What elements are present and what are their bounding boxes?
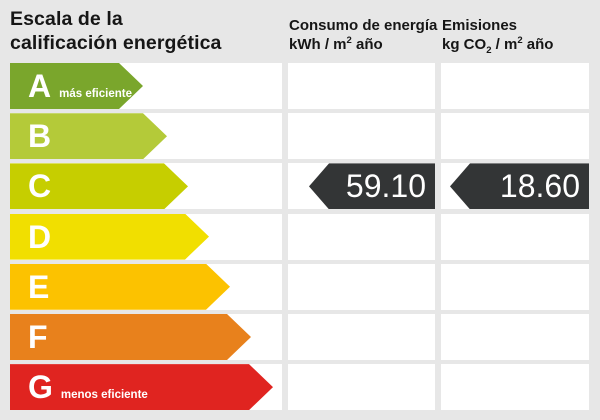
consumo-cell (288, 63, 435, 109)
scale-cell: F (10, 313, 282, 360)
emisiones-cell (441, 313, 589, 360)
consumo-column-header: Consumo de energía kWh / m2 año (289, 16, 437, 54)
band-letter-g: G (28, 369, 53, 406)
band-letter-b: B (28, 118, 52, 155)
scale-row-e: E (10, 263, 589, 310)
band-letter-d: D (28, 218, 52, 255)
scale-row-a: A más eficiente (10, 63, 589, 109)
page-title-line1: Escala de la (10, 8, 123, 30)
scale-cell: C (10, 163, 282, 210)
scale-cell: E (10, 263, 282, 310)
emisiones-cell (441, 63, 589, 109)
scale-row-g: G menos eficiente (10, 364, 589, 411)
scale-cell: B (10, 113, 282, 160)
scale-cell: A más eficiente (10, 63, 282, 109)
consumo-cell (288, 263, 435, 310)
consumo-value-arrow: 59.10 (309, 163, 435, 210)
more-efficient-label: más eficiente (59, 88, 132, 100)
page-title-line2: calificación energética (10, 31, 222, 54)
emisiones-column-unit: kg CO2 / m2 año (442, 35, 554, 56)
consumo-cell (288, 313, 435, 360)
emisiones-column-title: Emisiones (442, 17, 518, 34)
band-letter-f: F (28, 318, 48, 355)
band-e-arrow: E (10, 264, 230, 310)
subscript-2: 2 (486, 45, 492, 56)
band-letter-e: E (28, 268, 50, 305)
band-f-arrow: F (10, 314, 251, 360)
band-g-arrow: G menos eficiente (10, 364, 273, 410)
band-b-arrow: B (10, 113, 167, 159)
band-a-arrow: A más eficiente (10, 63, 143, 109)
band-letter-a: A (28, 68, 52, 104)
band-d-arrow: D (10, 214, 209, 260)
scale-cell: G menos eficiente (10, 364, 282, 411)
emisiones-cell (441, 364, 589, 411)
scale-row-f: F (10, 313, 589, 360)
consumo-column-unit: kWh / m2 año (289, 35, 383, 53)
rating-scale-grid: A más eficiente B C (10, 63, 589, 411)
emisiones-cell: 18.60 (441, 163, 589, 210)
superscript-2: 2 (346, 35, 352, 46)
scale-row-d: D (10, 213, 589, 260)
less-efficient-label: menos eficiente (60, 389, 148, 402)
consumo-cell (288, 113, 435, 160)
emisiones-value: 18.60 (499, 167, 580, 204)
page-title: Escala de la calificación energética (10, 8, 221, 55)
band-c-arrow: C (10, 163, 188, 209)
emisiones-cell (441, 213, 589, 260)
emisiones-cell (441, 263, 589, 310)
consumo-cell: 59.10 (288, 163, 435, 210)
emisiones-value-arrow: 18.60 (450, 163, 589, 210)
superscript-2: 2 (517, 35, 523, 46)
consumo-column-title: Consumo de energía (289, 17, 438, 34)
consumo-cell (288, 364, 435, 411)
scale-row-b: B (10, 113, 589, 160)
scale-row-c: C 59.10 18.60 (10, 163, 589, 210)
band-letter-c: C (28, 168, 52, 205)
emisiones-column-header: Emisiones kg CO2 / m2 año (442, 16, 554, 56)
consumo-cell (288, 213, 435, 260)
consumo-value: 59.10 (345, 167, 426, 204)
scale-cell: D (10, 213, 282, 260)
emisiones-cell (441, 113, 589, 160)
